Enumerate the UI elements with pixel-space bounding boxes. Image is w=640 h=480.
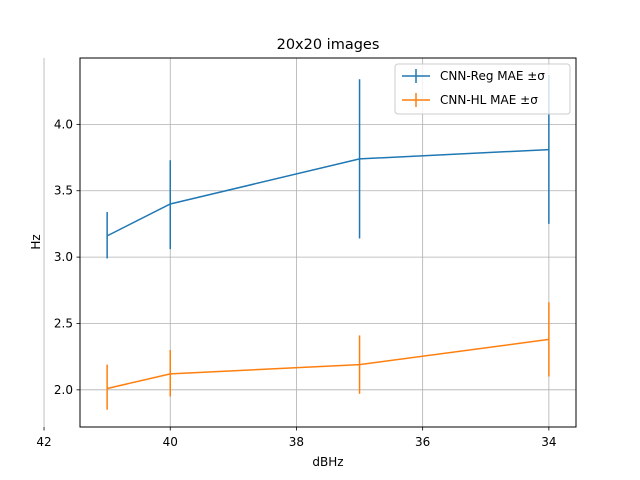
x-axis: 42 40 38 36 34 xyxy=(36,427,557,449)
series-2 xyxy=(106,302,550,410)
y-tick-label: 4.0 xyxy=(54,117,73,131)
x-axis-label: dBHz xyxy=(312,455,343,469)
x-tick-label: 40 xyxy=(163,435,178,449)
legend-label-1: CNN-Reg MAE ±σ xyxy=(440,69,545,83)
x-tick-label: 34 xyxy=(541,435,556,449)
legend-entry-1: CNN-Reg MAE ±σ xyxy=(402,69,545,83)
series-line-1 xyxy=(106,148,549,237)
series-1 xyxy=(106,75,550,259)
y-axis-label: Hz xyxy=(29,234,43,249)
series-line-2 xyxy=(106,338,549,390)
x-tick-label: 42 xyxy=(36,435,51,449)
series-layer xyxy=(106,75,550,410)
legend: CNN-Reg MAE ±σ CNN-HL MAE ±σ xyxy=(394,63,571,115)
legend-box xyxy=(394,63,571,115)
x-tick-label: 38 xyxy=(289,435,304,449)
y-tick-label: 2.0 xyxy=(54,383,73,397)
y-tick-label: 3.0 xyxy=(54,250,73,264)
legend-entry-2: CNN-HL MAE ±σ xyxy=(402,93,538,107)
y-tick-label: 3.5 xyxy=(54,184,73,198)
chart-title: 20x20 images xyxy=(277,37,380,53)
y-tick-label: 2.5 xyxy=(54,316,73,330)
y-axis: 2.0 2.5 3.0 3.5 4.0 xyxy=(54,117,80,397)
grid xyxy=(43,58,576,427)
legend-label-2: CNN-HL MAE ±σ xyxy=(440,93,538,107)
x-tick-label: 36 xyxy=(415,435,430,449)
plot-frame xyxy=(79,57,577,428)
